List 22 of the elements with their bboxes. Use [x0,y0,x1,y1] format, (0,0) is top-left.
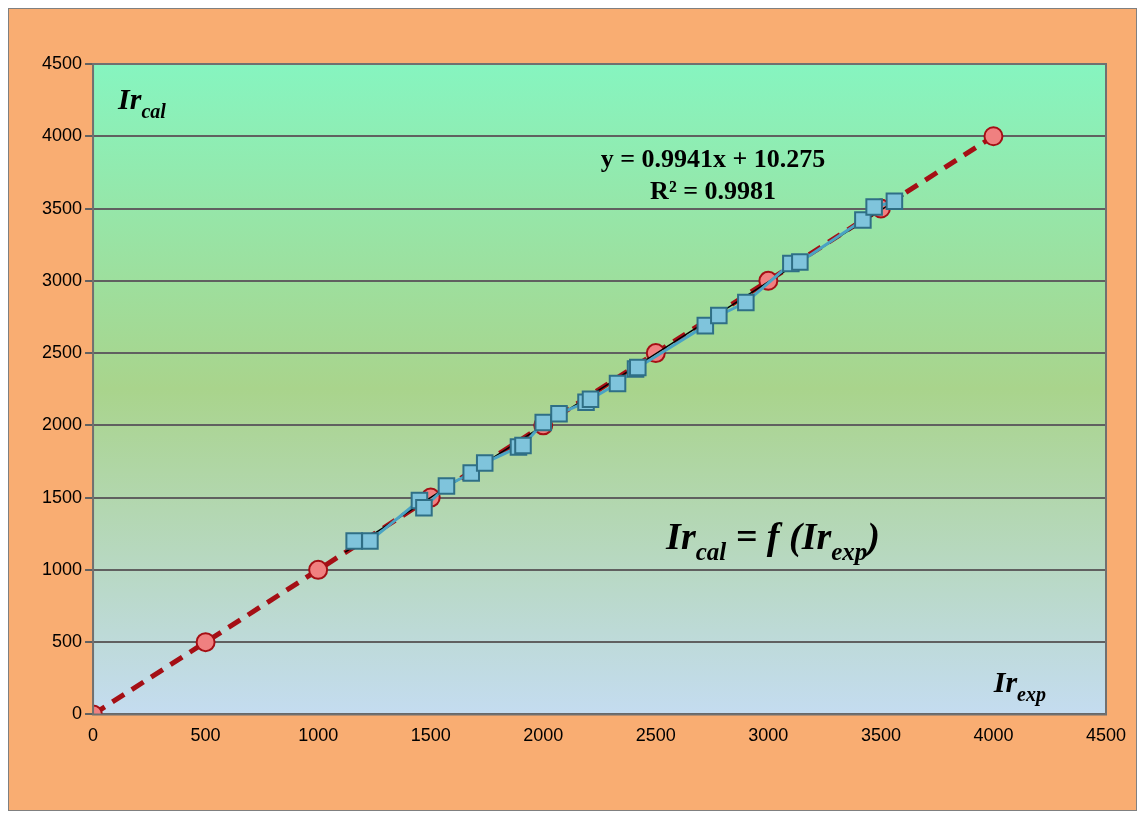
x-tick-label: 1500 [410,725,451,746]
x-tick-label: 0 [88,725,99,746]
y-tick-label: 1000 [42,558,83,579]
x-tick-label: 3500 [860,725,901,746]
y-tick-label: 1500 [42,486,83,507]
y-tick-label: 4000 [42,125,83,146]
x-tick-label: 4500 [1085,725,1127,746]
y-tick-label: 3500 [42,197,83,218]
x-tick-label: 2500 [635,725,676,746]
x-tick-label: 2000 [523,725,564,746]
annotation: R² = 0.9981 [650,176,776,205]
y-tick-label: 3000 [42,269,83,290]
x-tick-label: 1000 [298,725,339,746]
y-tick-label: 2500 [42,342,83,363]
annotation: y = 0.9941x + 10.275 [600,144,826,173]
y-tick-label: 0 [72,703,83,724]
y-tick-label: 500 [52,631,83,652]
x-tick-label: 4000 [973,725,1014,746]
y-tick-label: 2000 [42,414,83,435]
x-tick-label: 3000 [748,725,789,746]
x-tick-label: 500 [190,725,221,746]
y-tick-label: 4500 [42,52,83,73]
